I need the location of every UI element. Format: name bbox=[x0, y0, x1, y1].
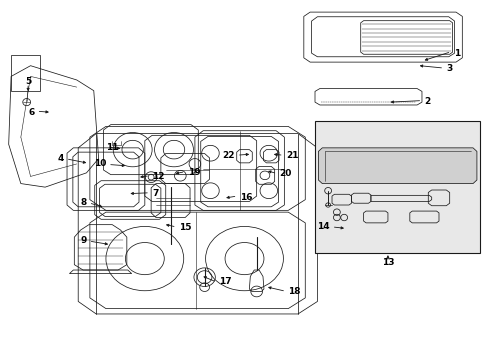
Text: 15: 15 bbox=[179, 222, 191, 231]
Text: 9: 9 bbox=[80, 236, 86, 245]
Text: 13: 13 bbox=[381, 258, 393, 267]
Text: 10: 10 bbox=[93, 159, 106, 168]
Text: 20: 20 bbox=[279, 169, 291, 178]
Text: 11: 11 bbox=[106, 143, 118, 152]
Text: 2: 2 bbox=[424, 97, 430, 106]
Text: 4: 4 bbox=[57, 154, 63, 163]
Polygon shape bbox=[318, 148, 476, 184]
Text: 19: 19 bbox=[187, 168, 200, 177]
Text: 8: 8 bbox=[80, 198, 86, 207]
Text: 17: 17 bbox=[219, 277, 231, 286]
Text: 16: 16 bbox=[239, 193, 252, 202]
Text: 3: 3 bbox=[446, 64, 451, 73]
Text: 18: 18 bbox=[287, 287, 300, 296]
Bar bbox=[314, 121, 479, 253]
Text: 14: 14 bbox=[316, 222, 329, 231]
Text: 21: 21 bbox=[285, 151, 298, 160]
Text: 5: 5 bbox=[25, 77, 31, 86]
Text: 7: 7 bbox=[152, 189, 158, 198]
Text: 12: 12 bbox=[152, 172, 164, 181]
Text: 6: 6 bbox=[28, 108, 34, 117]
Text: 22: 22 bbox=[222, 151, 234, 160]
Text: 1: 1 bbox=[453, 49, 459, 58]
